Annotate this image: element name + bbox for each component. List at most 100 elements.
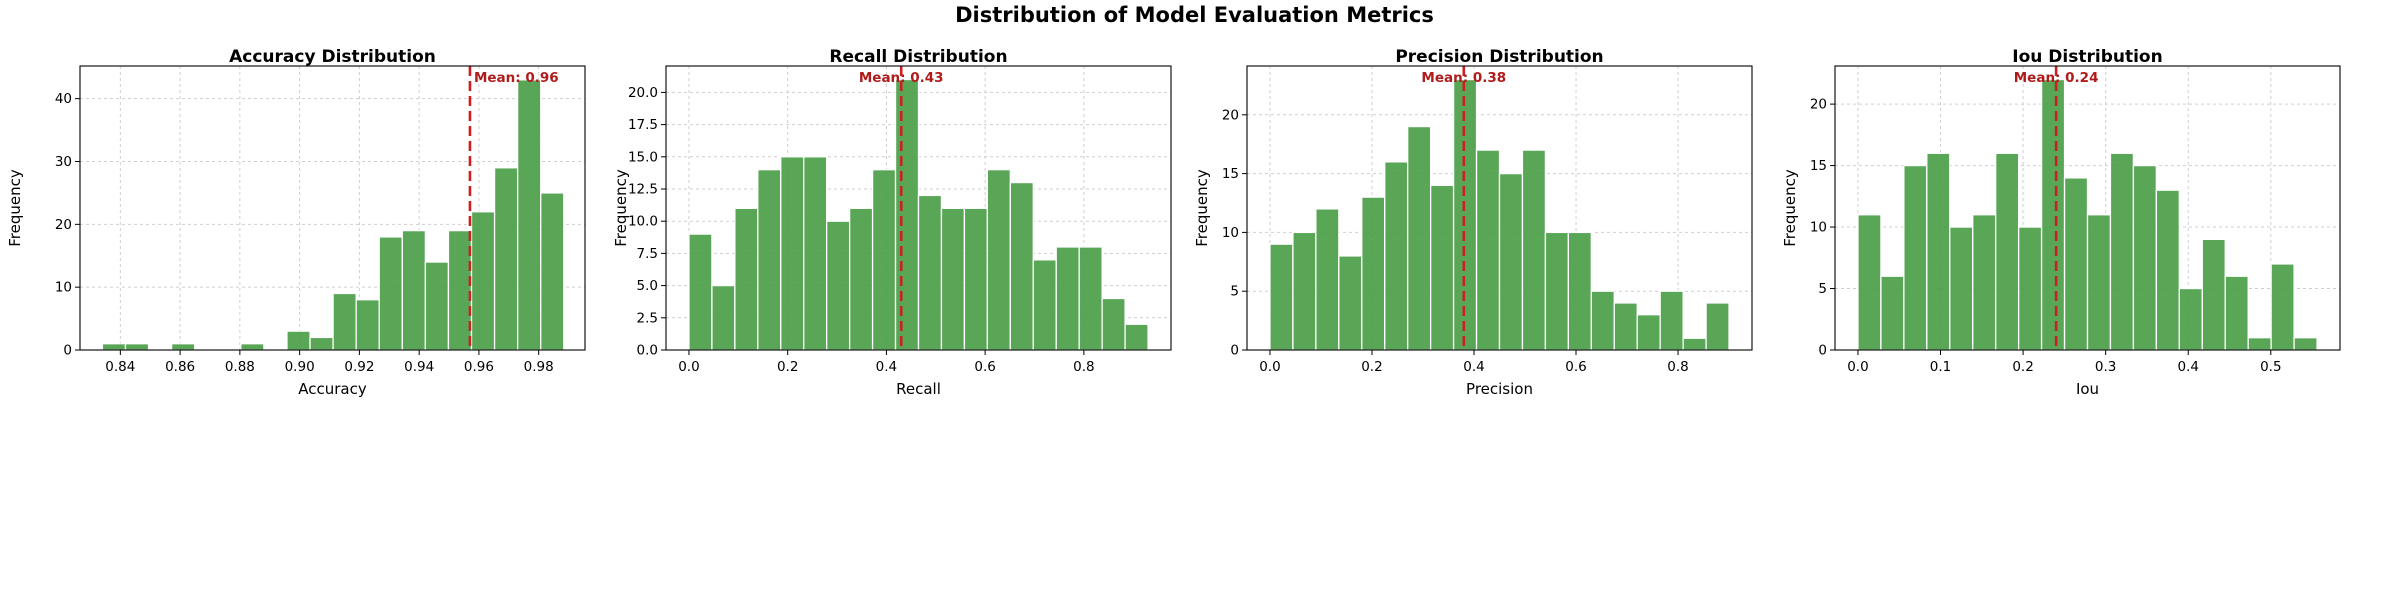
- panel-3-histogram-bar: [1705, 302, 1730, 351]
- panel-2-y-tick-label: 0.0: [637, 343, 658, 359]
- panel-2-histogram-bar: [1101, 297, 1126, 351]
- panel-4-y-tick-label: 10: [1810, 220, 1827, 236]
- panel-2-histogram-bar: [963, 207, 989, 351]
- panel-1-histogram-bar: [355, 299, 380, 351]
- panel-3-histogram-bar: [1269, 243, 1294, 351]
- panel-4-histogram-bar: [1926, 152, 1951, 351]
- panel-2-histogram-bar: [1055, 246, 1080, 351]
- panel-2-y-tick-label: 5.0: [637, 278, 658, 294]
- panel-4-histogram-bar: [1995, 152, 2020, 351]
- panel-3-y-tick-label: 0: [1230, 343, 1239, 359]
- panel-1-histogram-bar: [332, 292, 357, 351]
- panel-4-histogram-bar: [1949, 226, 1974, 351]
- panel-2-histogram-bar: [711, 284, 736, 351]
- panel-1-histogram-bar: [424, 261, 450, 351]
- panel-2-histogram-bar: [734, 207, 759, 351]
- panel-4-y-axis-label: Frequency: [1781, 169, 1799, 247]
- panel-4-x-axis-label: Iou: [2076, 380, 2099, 398]
- panel-4-histogram-bar: [1857, 214, 1882, 351]
- panel-3-x-axis-label: Precision: [1466, 380, 1533, 398]
- panel-2-histogram-bar: [986, 169, 1011, 351]
- panel-2-histogram-bar: [803, 156, 828, 351]
- panel-4-histogram-bar: [2293, 337, 2318, 351]
- panel-2-y-tick-label: 17.5: [628, 117, 658, 133]
- panel-4-y-tick-label: 0: [1818, 343, 1827, 359]
- panel-4-y-tick-label: 20: [1810, 97, 1827, 113]
- panel-4-histogram-bar: [2132, 164, 2158, 351]
- panel-1-axes-frame: [79, 65, 586, 351]
- panel-4-histogram-bar: [2086, 214, 2112, 351]
- panel-4-x-tick-label: 0.4: [2177, 359, 2198, 375]
- panel-2-y-tick-label: 7.5: [637, 246, 658, 262]
- panel-1-y-tick-label: 20: [55, 217, 72, 233]
- panel-2-x-tick-label: 0.4: [876, 359, 897, 375]
- panel-4-x-tick-label: 0.0: [1847, 359, 1868, 375]
- panel-3-y-tick-label: 15: [1222, 166, 1239, 182]
- panel-2-histogram-bar: [826, 220, 851, 351]
- panel-3-x-tick-label: 0.4: [1463, 359, 1484, 375]
- panel-2-y-axis-label: Frequency: [612, 169, 630, 247]
- panel-3-y-tick-label: 10: [1222, 225, 1239, 241]
- panel-1-histogram-bar: [124, 343, 150, 351]
- panel-3-x-tick-label: 0.2: [1361, 359, 1382, 375]
- panel-1-x-tick-label: 0.96: [464, 359, 494, 375]
- panel-4-histogram-bar: [2201, 238, 2226, 351]
- panel-4-histogram-bar: [2040, 78, 2066, 351]
- panel-1-y-tick-label: 40: [55, 91, 72, 107]
- panel-1-histogram-bar: [401, 229, 427, 351]
- panel-1-x-tick-label: 0.98: [524, 359, 554, 375]
- panel-4-histogram-bar: [2270, 263, 2295, 351]
- panel-2-histogram-bar: [688, 233, 713, 351]
- panel-4-axes-frame: [1834, 65, 2341, 351]
- panel-4-histogram-bar: [2247, 337, 2272, 351]
- panel-1-x-tick-label: 0.94: [404, 359, 434, 375]
- panel-4-histogram-bar: [2017, 226, 2043, 351]
- panel-3-axes-frame: [1246, 65, 1753, 351]
- panel-4-x-tick-label: 0.5: [2260, 359, 2281, 375]
- panel-2-histogram-bar: [871, 169, 897, 351]
- panel-2-y-tick-label: 20.0: [628, 85, 658, 101]
- panel-1-x-tick-label: 0.90: [285, 359, 315, 375]
- panel-3-histogram-bar: [1636, 314, 1661, 351]
- panel-3-histogram-bar: [1613, 302, 1638, 351]
- panel-2-y-tick-label: 15.0: [628, 149, 658, 165]
- panel-4-histogram-bar: [1880, 275, 1905, 351]
- panel-4-histogram-bar: [2109, 152, 2135, 351]
- panel-2-x-tick-label: 0.6: [974, 359, 995, 375]
- panel-1-histogram-bar: [286, 330, 311, 351]
- panel-2-histogram-bar: [848, 207, 874, 351]
- panel-1-title: Accuracy Distribution: [229, 47, 436, 67]
- panel-4-mean-label: Mean: 0.24: [2014, 70, 2099, 86]
- panel-3-x-tick-label: 0.6: [1565, 359, 1586, 375]
- panel-1-histogram-bar: [493, 167, 519, 351]
- panel-3-y-axis-label: Frequency: [1193, 169, 1211, 247]
- panel-1-y-tick-label: 30: [55, 154, 72, 170]
- panel-3-histogram-bar: [1544, 231, 1570, 351]
- panel-2-histogram-bar: [917, 194, 943, 351]
- panel-3-histogram-bar: [1498, 172, 1524, 351]
- panel-4-y-tick-label: 15: [1810, 158, 1827, 174]
- panel-3-histogram-bar: [1407, 125, 1432, 351]
- panel-3-histogram-bar: [1475, 149, 1501, 351]
- panel-2-histogram-bar: [940, 207, 966, 351]
- panel-1-x-tick-label: 0.92: [344, 359, 374, 375]
- panel-4-x-tick-label: 0.1: [1930, 359, 1951, 375]
- panel-3-histogram-bar: [1361, 196, 1386, 351]
- panel-2-x-axis-label: Recall: [896, 380, 941, 398]
- panel-2-histogram-bar: [1032, 259, 1057, 351]
- panel-3-y-tick-label: 20: [1222, 107, 1239, 123]
- panel-4-histogram-bar: [2155, 189, 2180, 351]
- panel-2-histogram-bar: [1124, 323, 1149, 351]
- panel-4-histogram-bar: [2063, 177, 2089, 351]
- panel-3-histogram-bar: [1338, 255, 1363, 351]
- panel-1-histogram-bar: [470, 211, 496, 351]
- figure-title: Distribution of Model Evaluation Metrics: [955, 3, 1434, 27]
- panel-1-histogram-bar: [309, 336, 334, 351]
- panel-2-y-tick-label: 10.0: [628, 214, 658, 230]
- panel-1-y-tick-label: 0: [63, 343, 72, 359]
- panel-3-x-tick-label: 0.0: [1259, 359, 1280, 375]
- panel-2-histogram-bar: [757, 169, 782, 351]
- panel-3-mean-label: Mean: 0.38: [1421, 70, 1506, 86]
- panel-3-y-tick-label: 5: [1230, 284, 1239, 300]
- panel-4-title: Iou Distribution: [2012, 47, 2162, 67]
